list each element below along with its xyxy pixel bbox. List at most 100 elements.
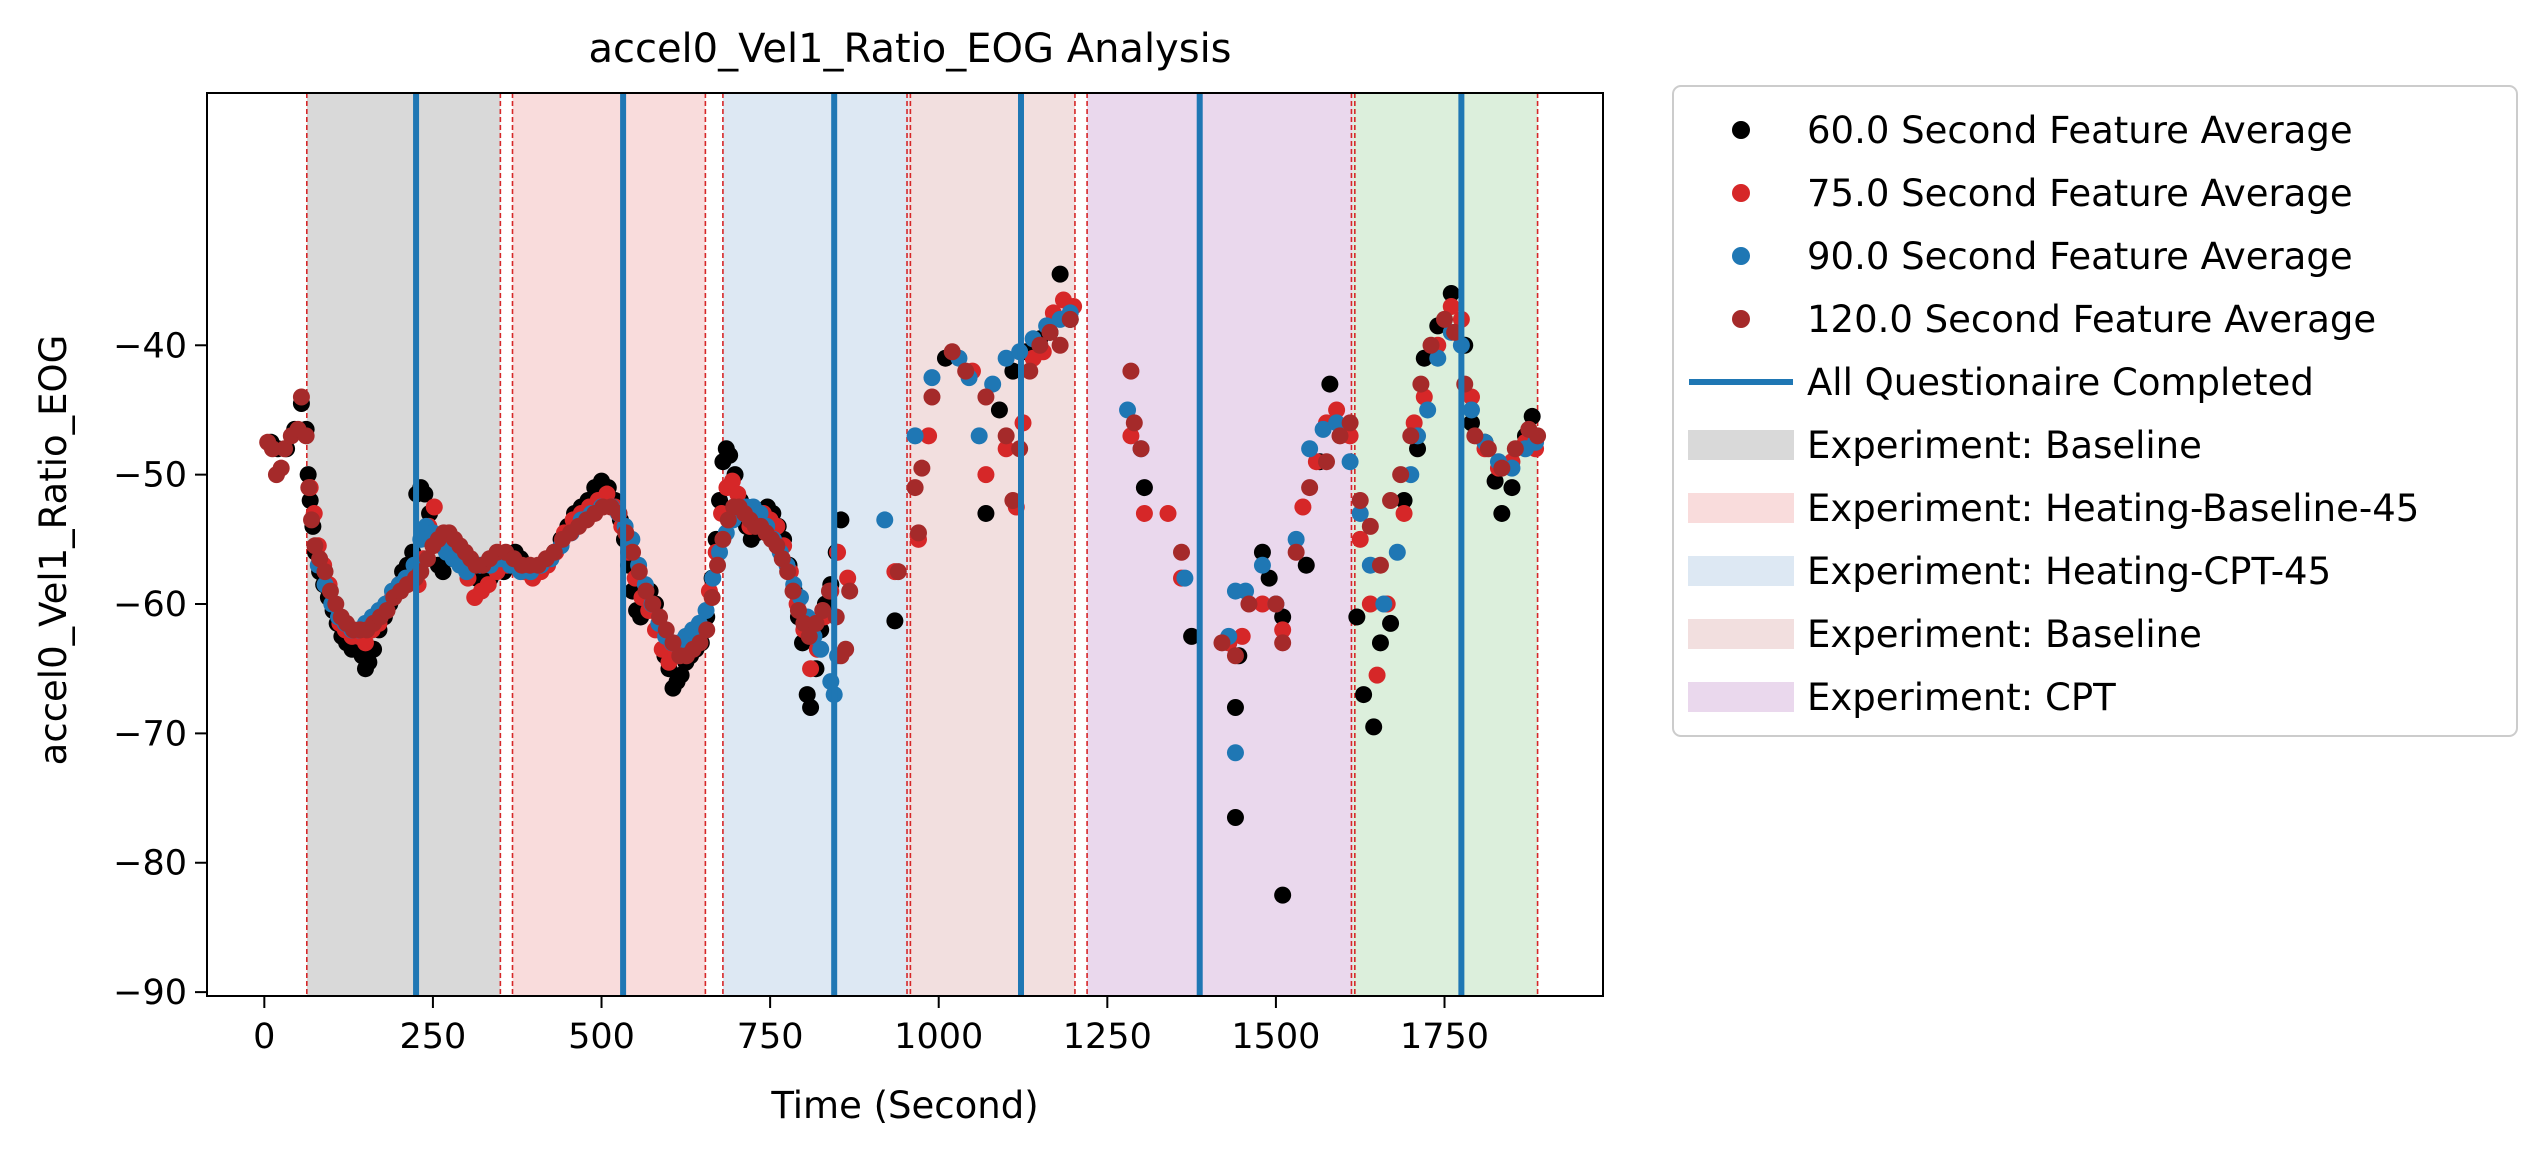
legend-label: Experiment: Heating-CPT-45 (1807, 550, 2331, 593)
legend-label: Experiment: Baseline (1807, 424, 2202, 467)
x-tick-label: 0 (253, 1017, 275, 1057)
data-point (807, 614, 825, 632)
legend-entry: Experiment: Baseline (1688, 424, 2202, 467)
data-point (1351, 504, 1369, 522)
data-point (784, 582, 802, 600)
data-point (802, 660, 820, 678)
data-point (1253, 556, 1271, 574)
data-point (773, 550, 791, 568)
data-point (292, 388, 310, 406)
data-point (1213, 634, 1231, 652)
data-point (1132, 440, 1150, 458)
data-point (1382, 492, 1400, 510)
data-point (321, 582, 339, 600)
legend-marker (1732, 121, 1750, 139)
data-point (1375, 595, 1393, 613)
data-point (703, 589, 721, 607)
legend-label: 120.0 Second Feature Average (1807, 298, 2376, 341)
data-point (419, 550, 437, 568)
data-point (714, 530, 732, 548)
data-point (906, 427, 924, 445)
data-point (923, 388, 941, 406)
legend-entry: 120.0 Second Feature Average (1732, 298, 2376, 341)
data-point (300, 479, 318, 497)
data-point (997, 427, 1015, 445)
y-axis-label: accel0_Vel1_Ratio_EOG (32, 335, 75, 766)
data-point (1253, 543, 1271, 561)
data-point (1051, 336, 1069, 354)
data-point (416, 485, 434, 503)
legend-entry: Experiment: CPT (1688, 676, 2116, 719)
x-tick-label: 750 (737, 1017, 804, 1057)
data-point (1341, 453, 1359, 471)
data-point (698, 621, 716, 639)
data-point (651, 608, 669, 626)
data-point (1135, 479, 1153, 497)
data-point (1361, 595, 1379, 613)
legend-label: Experiment: Heating-Baseline-45 (1807, 487, 2419, 530)
data-point (1419, 401, 1437, 419)
legend-label: 75.0 Second Feature Average (1807, 172, 2353, 215)
data-point (977, 388, 995, 406)
y-tick-label: −50 (113, 456, 187, 496)
data-point (789, 601, 807, 619)
phase-band-1 (306, 93, 501, 996)
data-point (1392, 466, 1410, 484)
data-point (306, 537, 324, 555)
data-points-layer (259, 265, 1547, 904)
legend-marker (1732, 310, 1750, 328)
data-point (1328, 414, 1346, 432)
data-point (1317, 453, 1335, 471)
phase-band-4 (908, 93, 1075, 996)
data-point (1365, 718, 1383, 736)
x-tick-label: 1750 (1400, 1017, 1489, 1057)
data-point (1031, 336, 1049, 354)
data-point (719, 511, 737, 529)
data-point (1051, 265, 1069, 283)
data-point (1260, 569, 1278, 587)
data-point (1503, 479, 1521, 497)
data-point (1159, 504, 1177, 522)
legend-entry: 75.0 Second Feature Average (1732, 172, 2353, 215)
data-point (721, 446, 739, 464)
data-point (1328, 401, 1346, 419)
legend-label: All Questionaire Completed (1807, 361, 2314, 404)
data-point (1237, 582, 1255, 600)
data-point (378, 601, 396, 619)
data-point (1267, 595, 1285, 613)
data-point (839, 569, 857, 587)
data-point (709, 556, 727, 574)
legend-label: Experiment: Baseline (1807, 613, 2202, 656)
data-point (1351, 530, 1369, 548)
x-tick-label: 250 (400, 1017, 467, 1057)
data-point (729, 485, 747, 503)
data-point (1371, 556, 1389, 574)
data-point (768, 537, 786, 555)
legend-label: Experiment: CPT (1807, 676, 2116, 719)
data-point (1506, 440, 1524, 458)
data-point (1442, 297, 1460, 315)
data-point (1415, 349, 1433, 367)
data-point (1361, 517, 1379, 535)
data-point (1409, 440, 1427, 458)
data-point (598, 485, 616, 503)
x-tick-label: 1250 (1063, 1017, 1152, 1057)
data-point (886, 612, 904, 630)
series-4 (259, 310, 1547, 665)
data-point (272, 459, 290, 477)
data-point (779, 563, 797, 581)
data-point (1462, 388, 1480, 406)
data-point (434, 563, 452, 581)
data-point (1405, 414, 1423, 432)
data-point (1125, 414, 1143, 432)
data-point (1523, 407, 1541, 425)
data-point (1176, 569, 1194, 587)
data-point (1395, 504, 1413, 522)
data-point (812, 640, 830, 658)
data-point (1529, 427, 1547, 445)
data-point (1412, 375, 1430, 393)
data-point (1297, 556, 1315, 574)
data-point (1287, 543, 1305, 561)
data-point (303, 511, 321, 529)
